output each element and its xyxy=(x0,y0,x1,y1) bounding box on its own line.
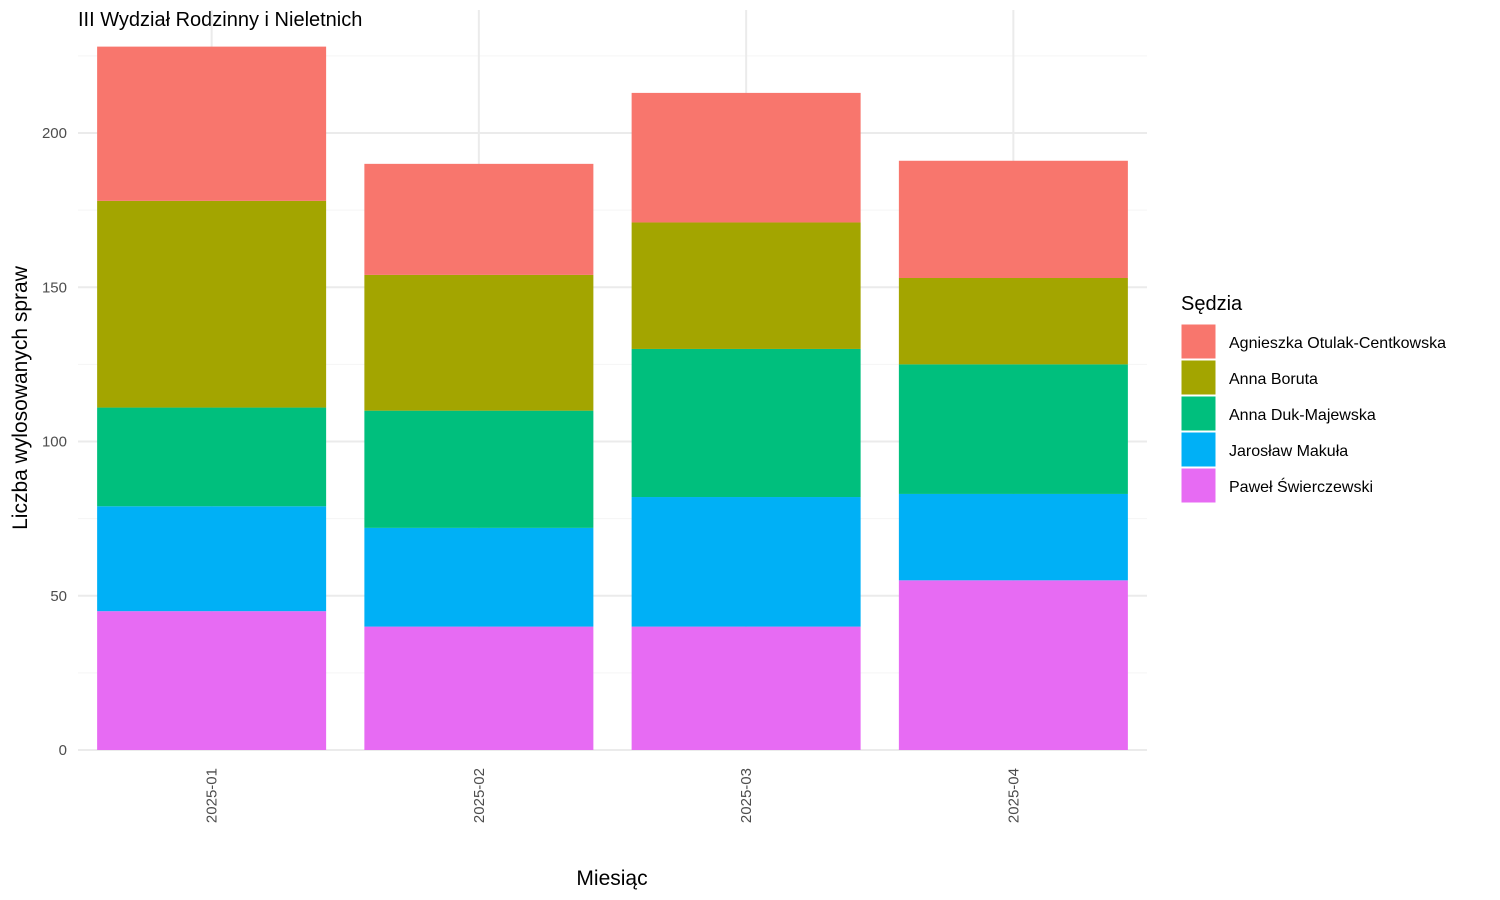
bar-segment xyxy=(898,160,1128,278)
legend: Sędzia Agnieszka Otulak-Centkowska Anna B… xyxy=(1180,293,1446,504)
bar-segment xyxy=(898,364,1128,494)
legend-title: Sędzia xyxy=(1181,293,1243,315)
legend-swatch xyxy=(1180,323,1217,360)
bar-segment xyxy=(631,92,861,223)
bar-segment xyxy=(631,626,861,750)
y-tick-label: 200 xyxy=(42,125,67,142)
bars xyxy=(97,46,1128,750)
y-tick-label: 0 xyxy=(59,742,67,759)
bar-segment xyxy=(898,580,1128,750)
bar-segment xyxy=(364,410,594,528)
bar-segment xyxy=(364,163,594,275)
legend-swatch xyxy=(1180,431,1217,468)
legend-label: Agnieszka Otulak-Centkowska xyxy=(1229,335,1446,352)
bar-segment xyxy=(631,348,861,498)
legend-swatch xyxy=(1180,395,1217,432)
y-tick-label: 150 xyxy=(42,279,67,296)
y-axis: 0 50 100 150 200 xyxy=(42,125,67,759)
legend-label: Anna Boruta xyxy=(1229,371,1318,388)
y-tick-label: 50 xyxy=(50,588,67,605)
bar-segment xyxy=(97,200,327,408)
legend-label: Jarosław Makuła xyxy=(1229,443,1348,460)
legend-swatch xyxy=(1180,467,1217,504)
bar-segment xyxy=(364,274,594,411)
bar-segment xyxy=(97,46,327,201)
y-axis-title: Liczba wylosowanych spraw xyxy=(9,265,32,530)
x-axis: 2025-01 2025-02 2025-03 2025-04 xyxy=(204,768,1023,823)
bar-segment xyxy=(364,527,594,627)
x-axis-title: Miesiąc xyxy=(576,867,647,890)
x-tick-label: 2025-04 xyxy=(1005,768,1022,823)
bar-segment xyxy=(364,626,594,750)
bar-segment xyxy=(97,506,327,612)
bar-segment xyxy=(631,222,861,349)
legend-label: Anna Duk-Majewska xyxy=(1229,407,1376,424)
x-tick-label: 2025-03 xyxy=(738,768,755,823)
x-tick-label: 2025-02 xyxy=(471,768,488,823)
bar-segment xyxy=(898,277,1128,365)
bar-segment xyxy=(631,497,861,627)
bar-segment xyxy=(898,493,1128,581)
bar-segment xyxy=(97,611,327,750)
legend-label: Paweł Świerczewski xyxy=(1229,477,1373,496)
legend-swatch xyxy=(1180,359,1217,396)
y-tick-label: 100 xyxy=(42,434,67,451)
bar-segment xyxy=(97,407,327,507)
x-tick-label: 2025-01 xyxy=(204,768,221,823)
chart-title: III Wydział Rodzinny i Nieletnich xyxy=(78,9,362,31)
